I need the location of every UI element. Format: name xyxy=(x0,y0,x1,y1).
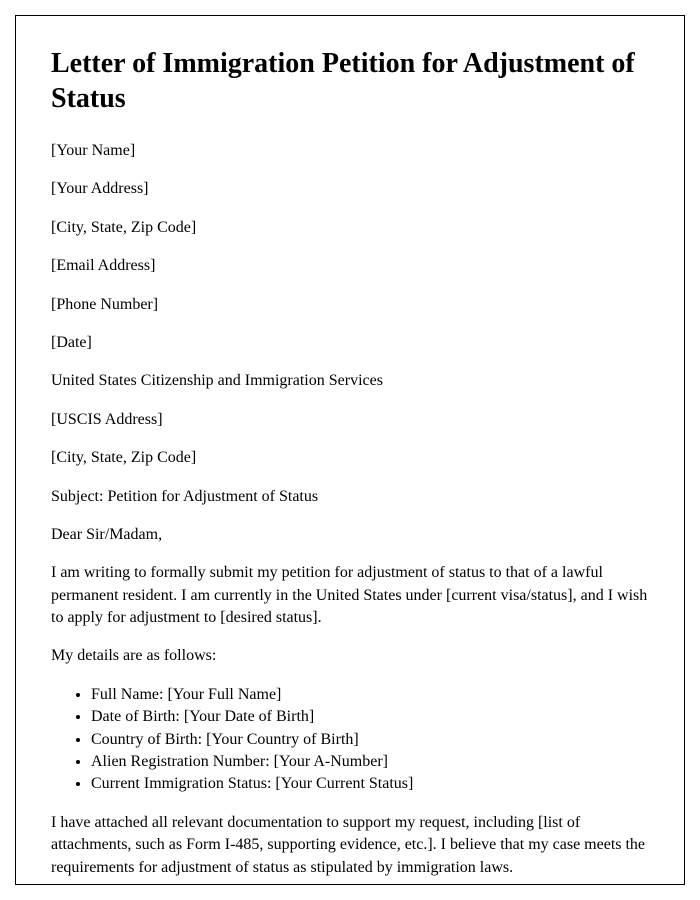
list-item: Full Name: [Your Full Name] xyxy=(91,684,649,706)
details-list: Full Name: [Your Full Name] Date of Birt… xyxy=(91,684,649,796)
recipient-city-state-zip: [City, State, Zip Code] xyxy=(51,447,649,469)
sender-name: [Your Name] xyxy=(51,140,649,162)
attachments-paragraph: I have attached all relevant documentati… xyxy=(51,812,649,879)
sender-city-state-zip: [City, State, Zip Code] xyxy=(51,217,649,239)
document-title: Letter of Immigration Petition for Adjus… xyxy=(51,46,649,116)
list-item: Current Immigration Status: [Your Curren… xyxy=(91,773,649,795)
intro-paragraph: I am writing to formally submit my petit… xyxy=(51,562,649,629)
subject-line: Subject: Petition for Adjustment of Stat… xyxy=(51,486,649,508)
list-item: Alien Registration Number: [Your A-Numbe… xyxy=(91,751,649,773)
list-item: Date of Birth: [Your Date of Birth] xyxy=(91,706,649,728)
sender-address: [Your Address] xyxy=(51,178,649,200)
details-intro: My details are as follows: xyxy=(51,645,649,667)
salutation: Dear Sir/Madam, xyxy=(51,524,649,546)
sender-phone: [Phone Number] xyxy=(51,294,649,316)
document-page: Letter of Immigration Petition for Adjus… xyxy=(15,15,685,885)
letter-date: [Date] xyxy=(51,332,649,354)
sender-email: [Email Address] xyxy=(51,255,649,277)
recipient-org: United States Citizenship and Immigratio… xyxy=(51,370,649,392)
recipient-address: [USCIS Address] xyxy=(51,409,649,431)
list-item: Country of Birth: [Your Country of Birth… xyxy=(91,729,649,751)
